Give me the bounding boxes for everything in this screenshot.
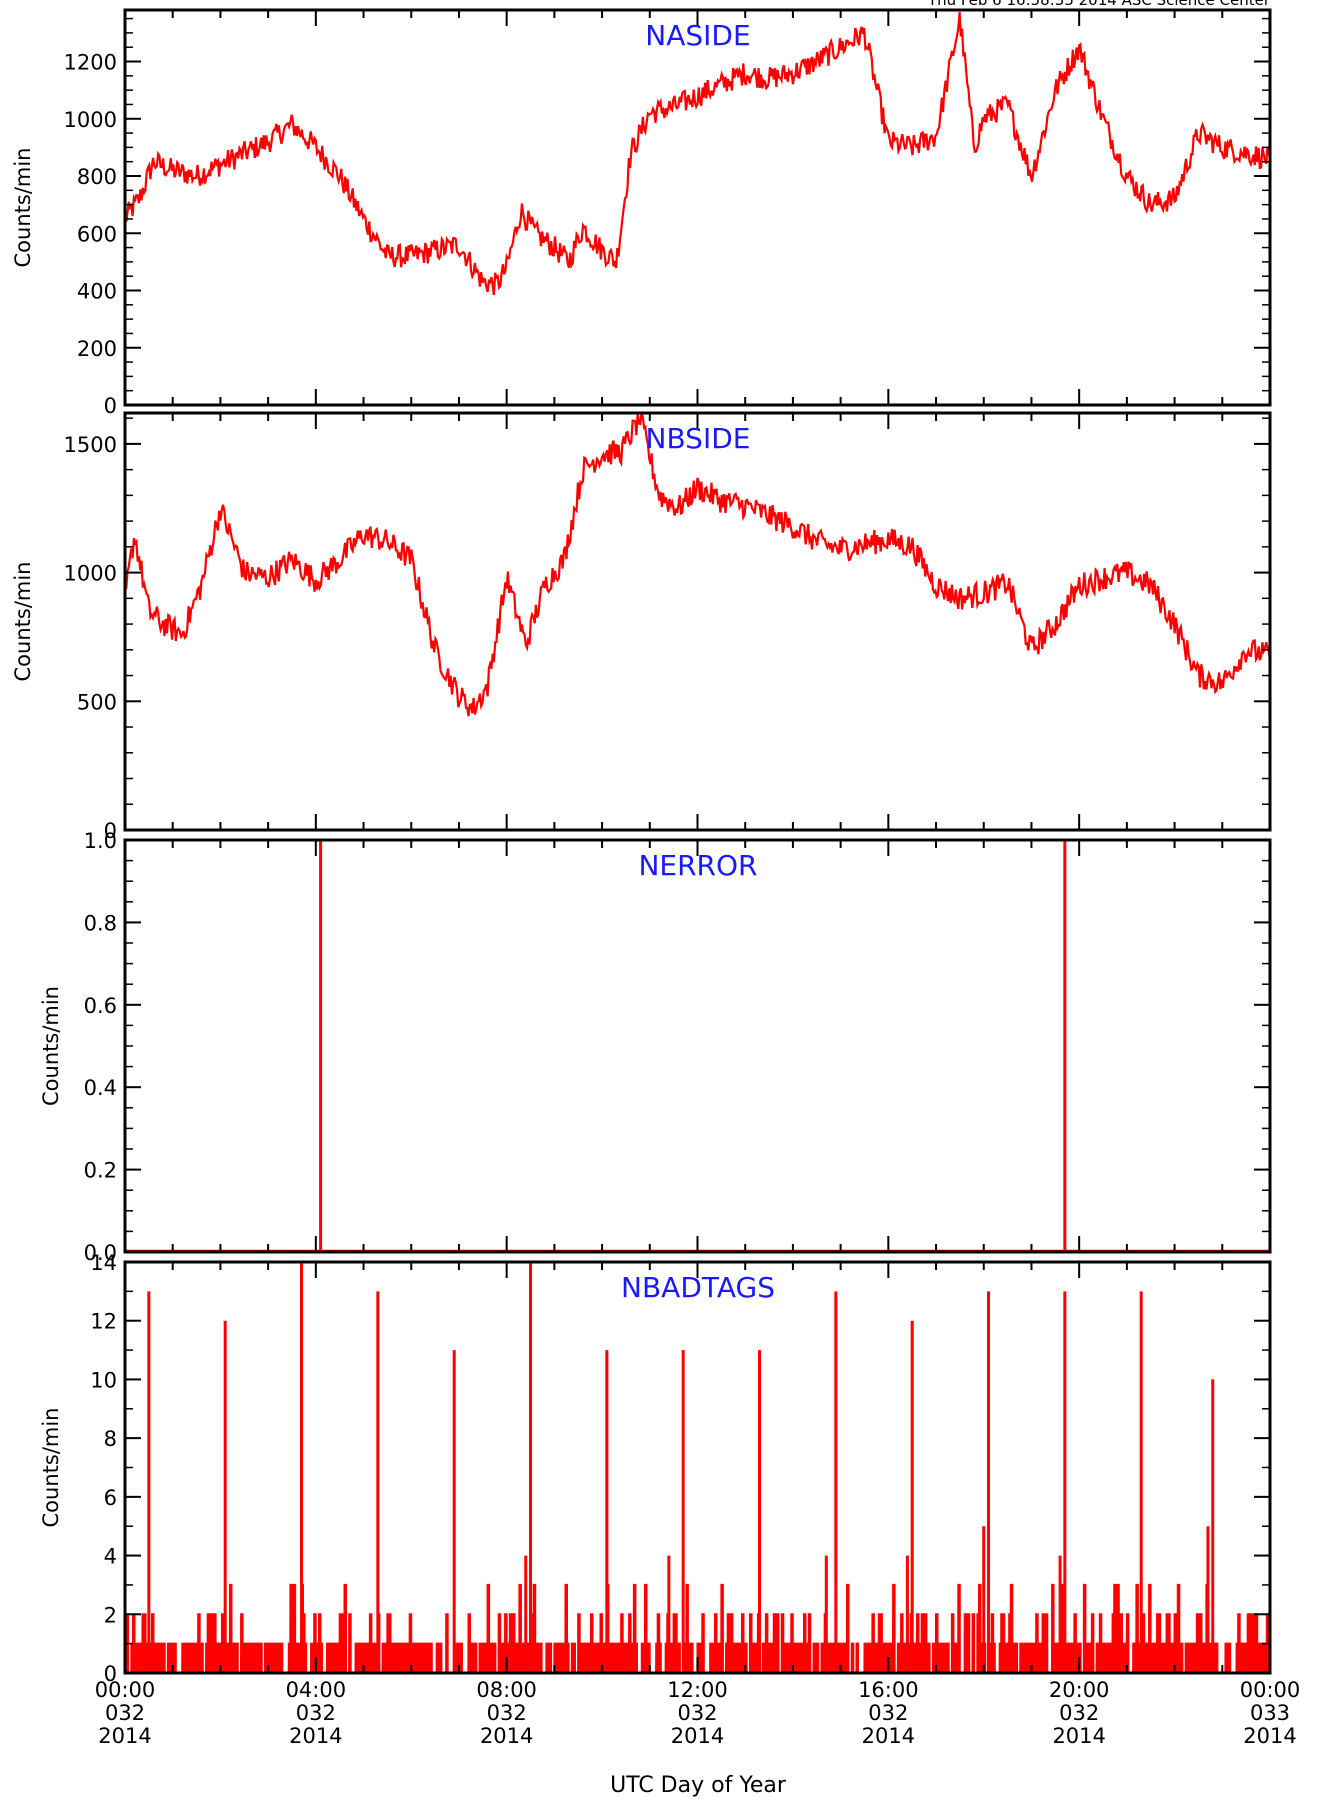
x-tick-label: 00:00 — [95, 1678, 156, 1702]
x-tick-label: 033 — [1250, 1701, 1290, 1725]
y-axis-label: Counts/min — [39, 1408, 63, 1528]
plot-frame — [123, 1260, 1272, 1675]
panel-nbside: 0 500 1000 1500 NBSIDE Counts/min — [11, 411, 1272, 843]
x-tick-label: 032 — [868, 1701, 908, 1725]
y-tick-label: 0 — [104, 394, 117, 418]
panel-title: NBADTAGS — [621, 1271, 775, 1304]
panel-nbadtags: 0 2 4 6 8 10 12 14 NBADTAGS Counts/min — [39, 1251, 1272, 1686]
y-tick-label: 10 — [90, 1368, 117, 1392]
y-tick-label: 0.2 — [84, 1159, 117, 1183]
series-line — [124, 412, 1272, 717]
y-tick-label: 1000 — [64, 562, 117, 586]
x-tick-label: 2014 — [671, 1724, 724, 1748]
x-tick-label: 032 — [1059, 1701, 1099, 1725]
x-tick-label: 16:00 — [858, 1678, 919, 1702]
y-tick-label: 0 — [104, 819, 117, 843]
series-line — [123, 12, 1272, 296]
y-tick-label: 1.0 — [84, 829, 117, 853]
x-tick-label: 2014 — [862, 1724, 915, 1748]
y-tick-label: 1500 — [64, 433, 117, 457]
y-tick-label: 0.0 — [84, 1241, 117, 1265]
x-tick-label: 2014 — [1052, 1724, 1105, 1748]
panel-nerror: 0.0 0.2 0.4 0.6 0.8 1.0 NERROR Counts/min — [39, 829, 1272, 1265]
plot-frame — [123, 8, 1272, 407]
y-tick-label: 0 — [104, 1662, 117, 1686]
y-tick-label: 0.8 — [84, 911, 117, 935]
x-tick-label: 2014 — [98, 1724, 151, 1748]
panel-title: NBSIDE — [646, 422, 751, 455]
x-tick-label: 032 — [677, 1701, 717, 1725]
y-tick-label: 500 — [77, 690, 117, 714]
y-axis-label: Counts/min — [11, 148, 35, 268]
x-tick-label: 2014 — [480, 1724, 533, 1748]
y-tick-label: 200 — [77, 337, 117, 361]
panel-title: NASIDE — [645, 19, 750, 52]
panels: 0 200 400 600 800 1000 1200 NASIDE Counts/min 0 50… — [11, 8, 1272, 1686]
y-tick-label: 6 — [104, 1486, 117, 1510]
x-tick-label: 032 — [487, 1701, 527, 1725]
header-text: Thu Feb 6 16:58:35 2014 ASC Science Cent… — [927, 0, 1271, 9]
x-tick-label: 00:00 — [1240, 1678, 1301, 1702]
x-tick-label: 032 — [105, 1701, 145, 1725]
y-tick-label: 600 — [77, 222, 117, 246]
y-tick-label: 1200 — [64, 51, 117, 75]
y-axis-label: Counts/min — [39, 986, 63, 1106]
panel-naside: 0 200 400 600 800 1000 1200 NASIDE Counts/min — [11, 8, 1272, 418]
x-axis: 00:00032201404:00032201408:00032201412:0… — [95, 1678, 1301, 1748]
y-tick-label: 4 — [104, 1545, 117, 1569]
plot-frame — [123, 411, 1272, 832]
y-tick-label: 8 — [104, 1427, 117, 1451]
x-tick-label: 08:00 — [476, 1678, 537, 1702]
y-tick-label: 0.6 — [84, 994, 117, 1018]
x-tick-label: 2014 — [289, 1724, 342, 1748]
panel-title: NERROR — [638, 849, 757, 882]
y-tick-label: 0.4 — [84, 1076, 117, 1100]
y-tick-label: 1000 — [64, 108, 117, 132]
x-tick-label: 04:00 — [286, 1678, 347, 1702]
y-tick-label: 800 — [77, 165, 117, 189]
x-tick-label: 12:00 — [667, 1678, 728, 1702]
y-axis-label: Counts/min — [11, 562, 35, 682]
plot-frame — [123, 838, 1272, 1254]
x-tick-label: 2014 — [1243, 1724, 1296, 1748]
x-tick-label: 032 — [296, 1701, 336, 1725]
y-tick-label: 2 — [104, 1603, 117, 1627]
y-tick-label: 14 — [90, 1251, 117, 1275]
y-tick-label: 400 — [77, 280, 117, 304]
y-tick-label: 12 — [90, 1310, 117, 1334]
x-axis-label: UTC Day of Year — [610, 1773, 787, 1798]
x-tick-label: 20:00 — [1049, 1678, 1110, 1702]
